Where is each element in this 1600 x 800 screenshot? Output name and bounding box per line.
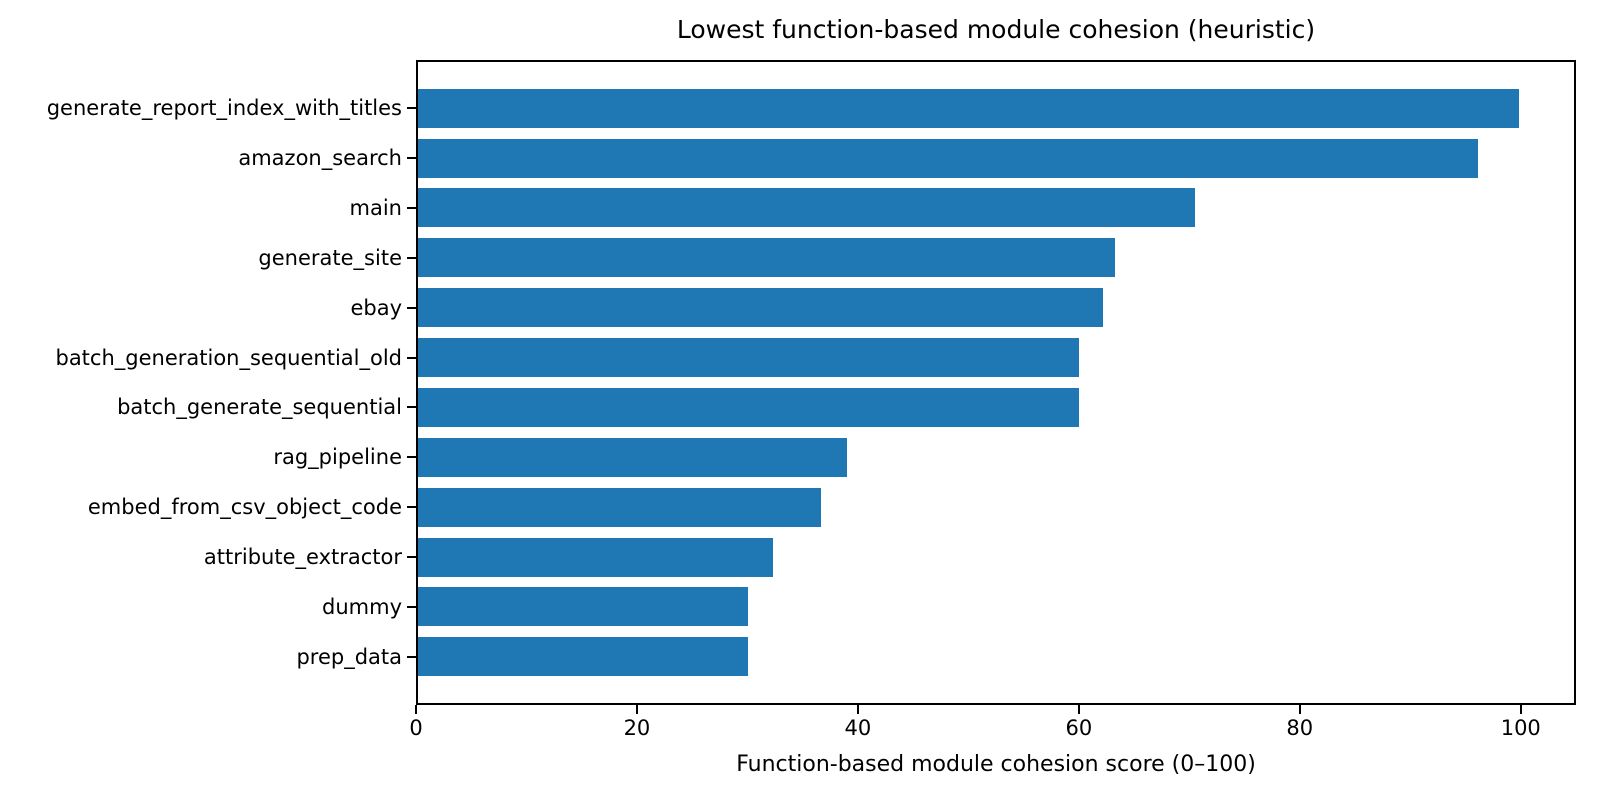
y-tick-mark bbox=[407, 556, 416, 559]
bar bbox=[418, 188, 1196, 228]
y-tick-mark bbox=[407, 206, 416, 209]
x-tick-label: 20 bbox=[623, 716, 651, 740]
bar bbox=[418, 88, 1519, 128]
y-tick-label: embed_from_csv_object_code bbox=[87, 495, 402, 520]
bar bbox=[418, 238, 1115, 278]
bar bbox=[418, 537, 773, 577]
bar bbox=[418, 387, 1079, 427]
bar bbox=[418, 288, 1103, 328]
x-tick-label: 80 bbox=[1286, 716, 1314, 740]
y-tick-label: ebay bbox=[350, 295, 402, 320]
bar bbox=[418, 138, 1479, 178]
x-tick-mark bbox=[856, 705, 859, 714]
x-tick-mark bbox=[1519, 705, 1522, 714]
y-tick-label: amazon_search bbox=[238, 146, 402, 171]
y-tick-mark bbox=[407, 406, 416, 409]
y-tick-label: generate_site bbox=[258, 245, 402, 270]
y-tick-mark bbox=[407, 107, 416, 110]
x-tick-mark bbox=[1077, 705, 1080, 714]
x-tick-label: 100 bbox=[1500, 716, 1541, 740]
chart-title: Lowest function-based module cohesion (h… bbox=[676, 15, 1316, 44]
y-tick-mark bbox=[407, 655, 416, 658]
bar bbox=[418, 637, 749, 677]
y-tick-mark bbox=[407, 306, 416, 309]
bar bbox=[418, 437, 848, 477]
y-tick-mark bbox=[407, 256, 416, 259]
x-tick-label: 40 bbox=[844, 716, 872, 740]
y-tick-label: main bbox=[349, 195, 402, 220]
y-tick-label: batch_generate_sequential bbox=[117, 395, 402, 420]
x-tick-mark bbox=[1298, 705, 1301, 714]
y-tick-mark bbox=[407, 506, 416, 509]
x-tick-label: 60 bbox=[1065, 716, 1093, 740]
plot-area bbox=[416, 60, 1576, 705]
y-tick-label: batch_generation_sequential_old bbox=[55, 345, 402, 370]
bar bbox=[418, 487, 821, 527]
y-tick-mark bbox=[407, 356, 416, 359]
y-tick-label: prep_data bbox=[296, 644, 402, 669]
y-tick-mark bbox=[407, 157, 416, 160]
x-tick-mark bbox=[635, 705, 638, 714]
y-tick-mark bbox=[407, 456, 416, 459]
y-tick-label: dummy bbox=[322, 594, 402, 619]
bar bbox=[418, 338, 1079, 378]
bar bbox=[418, 587, 749, 627]
x-tick-label: 0 bbox=[409, 716, 423, 740]
x-tick-mark bbox=[415, 705, 417, 714]
y-tick-mark bbox=[407, 605, 416, 608]
y-tick-label: generate_report_index_with_titles bbox=[46, 96, 402, 121]
y-tick-label: attribute_extractor bbox=[203, 545, 402, 570]
x-axis-label: Function-based module cohesion score (0–… bbox=[736, 752, 1256, 777]
y-tick-label: rag_pipeline bbox=[273, 445, 402, 470]
